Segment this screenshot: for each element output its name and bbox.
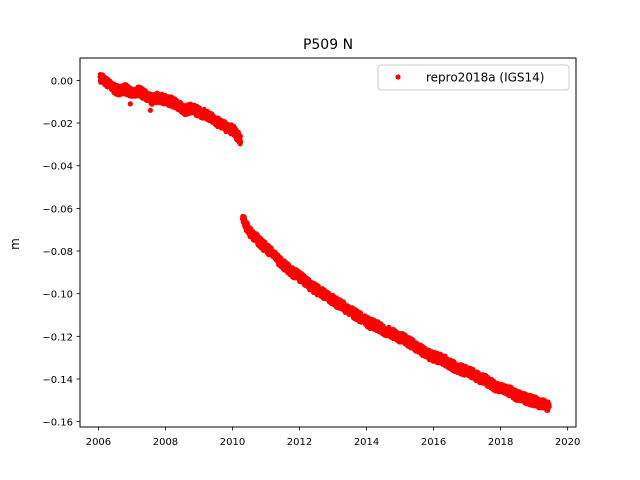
y-tick-label: −0.10 bbox=[42, 290, 73, 301]
y-tick-label: −0.12 bbox=[42, 332, 73, 343]
x-tick-label: 2012 bbox=[287, 437, 312, 448]
y-tick-label: 0.00 bbox=[51, 76, 73, 87]
legend-marker bbox=[395, 74, 401, 80]
x-tick-label: 2006 bbox=[86, 437, 111, 448]
x-tick-label: 2008 bbox=[153, 437, 178, 448]
y-tick-label: −0.02 bbox=[42, 119, 73, 130]
legend-label: repro2018a (IGS14) bbox=[426, 71, 544, 85]
plot-marks bbox=[97, 71, 552, 413]
y-tick-label: −0.08 bbox=[42, 247, 73, 258]
y-axis-label: m bbox=[8, 238, 22, 250]
legend-box bbox=[377, 64, 570, 91]
y-tick-label: −0.06 bbox=[42, 204, 73, 215]
x-tick-label: 2010 bbox=[220, 437, 245, 448]
chart-title: P509 N bbox=[303, 37, 353, 53]
x-tick-label: 2016 bbox=[421, 437, 446, 448]
x-tick-label: 2018 bbox=[488, 437, 513, 448]
data-point-outlier bbox=[147, 107, 153, 113]
data-point bbox=[546, 404, 552, 410]
data-point bbox=[238, 139, 244, 145]
x-tick-label: 2014 bbox=[354, 437, 379, 448]
x-tick-label: 2020 bbox=[555, 437, 580, 448]
plot-frame bbox=[79, 57, 577, 428]
data-point-outlier bbox=[127, 101, 133, 107]
data-point bbox=[237, 133, 243, 139]
y-tick-label: −0.04 bbox=[42, 162, 73, 173]
axis-ticks: 2006 2008 2010 2012 2014 2016 2018 2020 0.00 −0.0… bbox=[42, 76, 580, 448]
y-tick-label: −0.16 bbox=[42, 418, 73, 429]
legend: repro2018a (IGS14) bbox=[377, 64, 570, 91]
y-tick-label: −0.14 bbox=[42, 375, 73, 386]
